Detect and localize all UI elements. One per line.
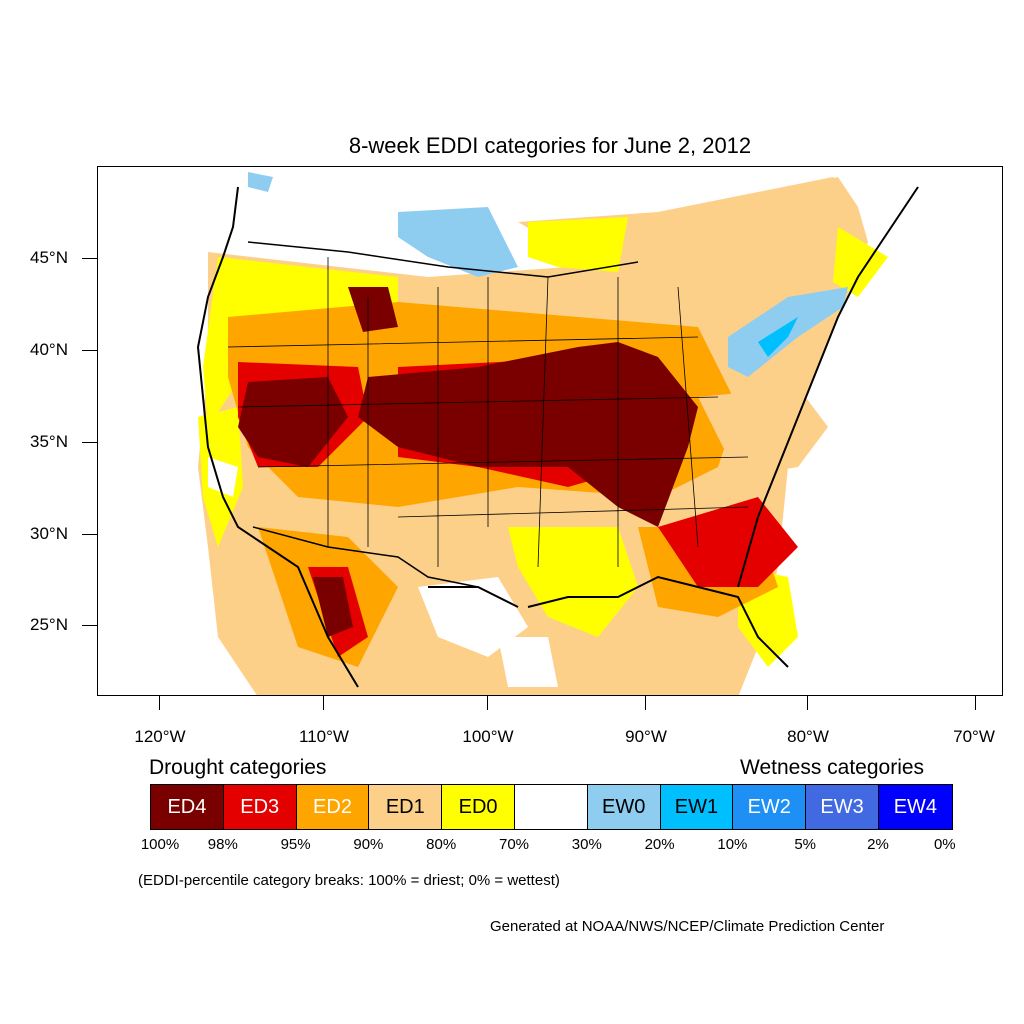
legend-colorbar: ED4 ED3 ED2 ED1 ED0 EW0 EW1 EW2 EW3 EW4 xyxy=(150,784,953,830)
y-tick-label: 35°N xyxy=(30,432,68,451)
region-normal-mexico xyxy=(498,637,558,687)
legend-box-ed4: ED4 xyxy=(151,785,224,829)
percentile-label: 98% xyxy=(207,836,238,853)
percentile-label: 90% xyxy=(353,836,384,853)
y-tick-25 xyxy=(82,625,97,626)
x-tick-110w xyxy=(323,696,324,710)
legend-box-ew3: EW3 xyxy=(806,785,879,829)
percentile-label: 70% xyxy=(498,836,530,853)
region-yellow-texas xyxy=(508,527,638,637)
legend-box-ed0: ED0 xyxy=(442,785,515,829)
legend-box-ew2: EW2 xyxy=(733,785,807,829)
region-yellow-east xyxy=(833,227,888,297)
map-title: 8-week EDDI categories for June 2, 2012 xyxy=(348,133,752,158)
region-normal-west xyxy=(208,457,238,497)
region-northeast-canada xyxy=(518,177,858,307)
region-yellow-west xyxy=(203,257,398,427)
drought-heading: Drought categories xyxy=(149,756,327,779)
percentile-label: 5% xyxy=(794,836,817,853)
x-tick-label: 70°W xyxy=(953,727,995,746)
x-tick-120w xyxy=(159,696,160,710)
eddi-map-canvas xyxy=(196,172,919,695)
percentile-label: 10% xyxy=(717,836,748,853)
x-tick-label: 80°W xyxy=(787,727,829,746)
legend-box-ew4: EW4 xyxy=(878,785,952,829)
percentile-label: 30% xyxy=(571,836,602,853)
region-ed4-rockies xyxy=(348,287,398,332)
legend-box-ed2: ED2 xyxy=(296,785,370,829)
region-ed4-west xyxy=(238,377,348,467)
wetness-heading: Wetness categories xyxy=(740,756,925,779)
legend-box-ew0: EW0 xyxy=(587,785,661,829)
legend-box-ed1: ED1 xyxy=(369,785,443,829)
x-tick-label: 110°W xyxy=(299,727,349,746)
percentile-label: 2% xyxy=(867,836,889,853)
eddi-map xyxy=(97,166,1003,696)
y-tick-label: 25°N xyxy=(30,615,68,634)
percentile-label: 20% xyxy=(644,836,675,853)
y-tick-label: 30°N xyxy=(30,524,68,543)
y-tick-45 xyxy=(82,258,97,259)
coastline-outline xyxy=(196,186,919,688)
us-canada-border xyxy=(247,241,639,278)
region-wet-north xyxy=(398,207,518,277)
y-tick-label: 40°N xyxy=(30,340,68,359)
percentile-label: 0% xyxy=(933,836,956,853)
state-lines xyxy=(227,257,749,568)
x-tick-label: 100°W xyxy=(462,727,514,746)
legend-box-ed3: ED3 xyxy=(223,785,297,829)
region-yellow-north xyxy=(528,217,628,272)
percentile-label: 95% xyxy=(280,836,311,853)
legend-box-normal xyxy=(514,785,588,829)
x-tick-label: 120°W xyxy=(134,727,186,746)
region-ed4-baja xyxy=(313,577,353,637)
region-ed3-southeast xyxy=(658,497,798,587)
region-wet-lakes-core xyxy=(758,317,798,357)
x-tick-70w xyxy=(975,696,976,710)
region-ed2-east xyxy=(698,387,828,477)
y-tick-30 xyxy=(82,534,97,535)
region-wet-nw xyxy=(248,172,273,192)
credit-text: Generated at NOAA/NWS/NCEP/Climate Predi… xyxy=(490,918,885,935)
region-ed4-plains xyxy=(358,342,698,527)
y-tick-35 xyxy=(82,442,97,443)
x-tick-90w xyxy=(645,696,646,710)
x-tick-label: 90°W xyxy=(625,727,667,746)
us-mexico-border xyxy=(252,526,479,588)
x-tick-100w xyxy=(487,696,488,710)
percentile-label: 100% xyxy=(140,836,180,853)
category-note: (EDDI-percentile category breaks: 100% =… xyxy=(138,872,560,889)
y-tick-label: 45°N xyxy=(30,248,68,267)
legend-box-ew1: EW1 xyxy=(660,785,734,829)
y-tick-40 xyxy=(82,350,97,351)
percentile-label: 80% xyxy=(426,836,457,853)
x-tick-80w xyxy=(807,696,808,710)
